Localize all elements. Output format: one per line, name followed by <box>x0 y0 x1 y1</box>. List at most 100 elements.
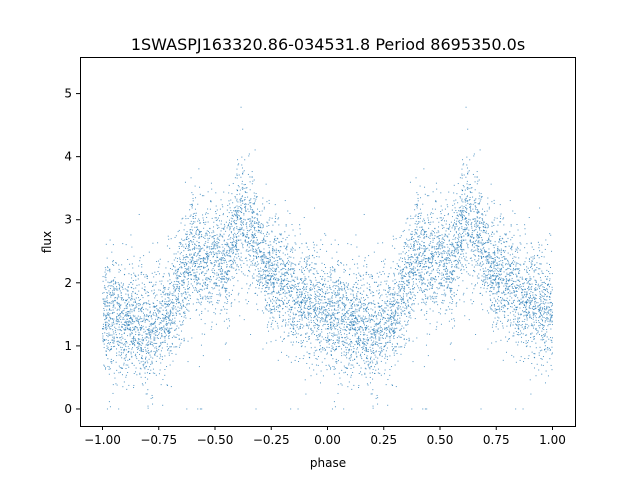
data-point <box>534 301 536 303</box>
data-point <box>311 363 313 365</box>
data-point <box>256 217 258 219</box>
data-point <box>444 258 446 260</box>
data-point <box>330 321 332 323</box>
data-point <box>107 325 109 327</box>
data-point <box>280 240 282 242</box>
data-point <box>374 329 376 331</box>
data-point <box>168 348 170 349</box>
data-point <box>398 253 400 255</box>
data-point <box>517 334 519 336</box>
data-point <box>305 337 307 338</box>
data-point <box>478 277 480 279</box>
data-point <box>340 262 342 264</box>
data-point <box>415 253 417 255</box>
data-point <box>129 315 131 317</box>
data-point <box>287 310 289 312</box>
data-point <box>513 332 515 334</box>
data-point <box>271 308 273 310</box>
data-point <box>511 302 513 304</box>
data-point <box>498 308 500 310</box>
data-point <box>546 283 548 285</box>
data-point <box>286 236 288 238</box>
data-point <box>193 254 195 256</box>
data-point <box>487 203 489 205</box>
data-point <box>240 252 242 254</box>
data-point <box>390 324 392 326</box>
data-point <box>267 330 269 332</box>
data-point <box>285 247 287 249</box>
data-point <box>301 316 303 318</box>
data-point <box>423 168 425 170</box>
data-point <box>408 271 410 273</box>
data-point <box>249 229 251 231</box>
data-point <box>119 337 121 339</box>
data-point <box>419 185 421 187</box>
data-point <box>167 349 169 351</box>
data-point <box>385 320 387 322</box>
data-point <box>130 318 132 320</box>
data-point <box>235 223 237 225</box>
data-point <box>525 306 527 308</box>
data-point <box>386 347 388 349</box>
data-point <box>487 284 489 286</box>
data-point <box>109 293 111 295</box>
data-point <box>418 248 420 250</box>
data-point <box>418 246 420 248</box>
data-point <box>533 327 535 329</box>
data-point <box>523 361 525 363</box>
data-point <box>200 318 202 320</box>
data-point <box>221 281 223 283</box>
data-point <box>489 306 491 308</box>
data-point <box>131 293 133 295</box>
data-point <box>416 233 418 235</box>
data-point <box>390 294 392 296</box>
data-point <box>422 203 424 205</box>
data-point <box>276 263 278 265</box>
data-point <box>363 343 365 345</box>
data-point <box>460 206 461 208</box>
data-point <box>104 285 106 287</box>
data-point <box>370 352 372 354</box>
data-point <box>478 240 480 242</box>
data-point <box>123 308 125 310</box>
data-point <box>191 260 193 262</box>
data-point <box>366 266 368 268</box>
data-point <box>446 273 448 275</box>
data-point <box>430 272 432 274</box>
data-point <box>502 299 504 301</box>
data-point <box>529 312 530 314</box>
data-point <box>269 261 271 263</box>
data-point <box>551 353 553 355</box>
data-point <box>179 288 181 290</box>
data-point <box>432 208 434 210</box>
data-point <box>283 338 285 340</box>
data-point <box>221 270 223 272</box>
data-point <box>356 303 358 305</box>
data-point <box>196 262 198 264</box>
data-point <box>471 192 473 194</box>
data-point <box>167 235 169 237</box>
data-point <box>173 266 175 267</box>
data-point <box>480 193 482 195</box>
data-point <box>321 295 323 297</box>
data-point <box>236 223 238 225</box>
data-point <box>168 297 170 299</box>
data-point <box>167 329 169 331</box>
data-point <box>229 229 231 231</box>
data-point <box>135 287 137 289</box>
data-point <box>486 255 488 256</box>
data-point <box>141 327 143 329</box>
data-point <box>216 272 218 274</box>
data-point <box>419 217 421 219</box>
data-point <box>474 243 476 245</box>
data-point <box>419 277 421 279</box>
data-point <box>182 323 184 325</box>
data-point <box>356 263 358 265</box>
data-point <box>147 342 149 344</box>
data-point <box>392 317 394 319</box>
data-point <box>167 261 169 263</box>
data-point <box>229 320 231 322</box>
data-point <box>430 221 432 223</box>
data-point <box>202 279 204 281</box>
data-point <box>315 306 317 308</box>
